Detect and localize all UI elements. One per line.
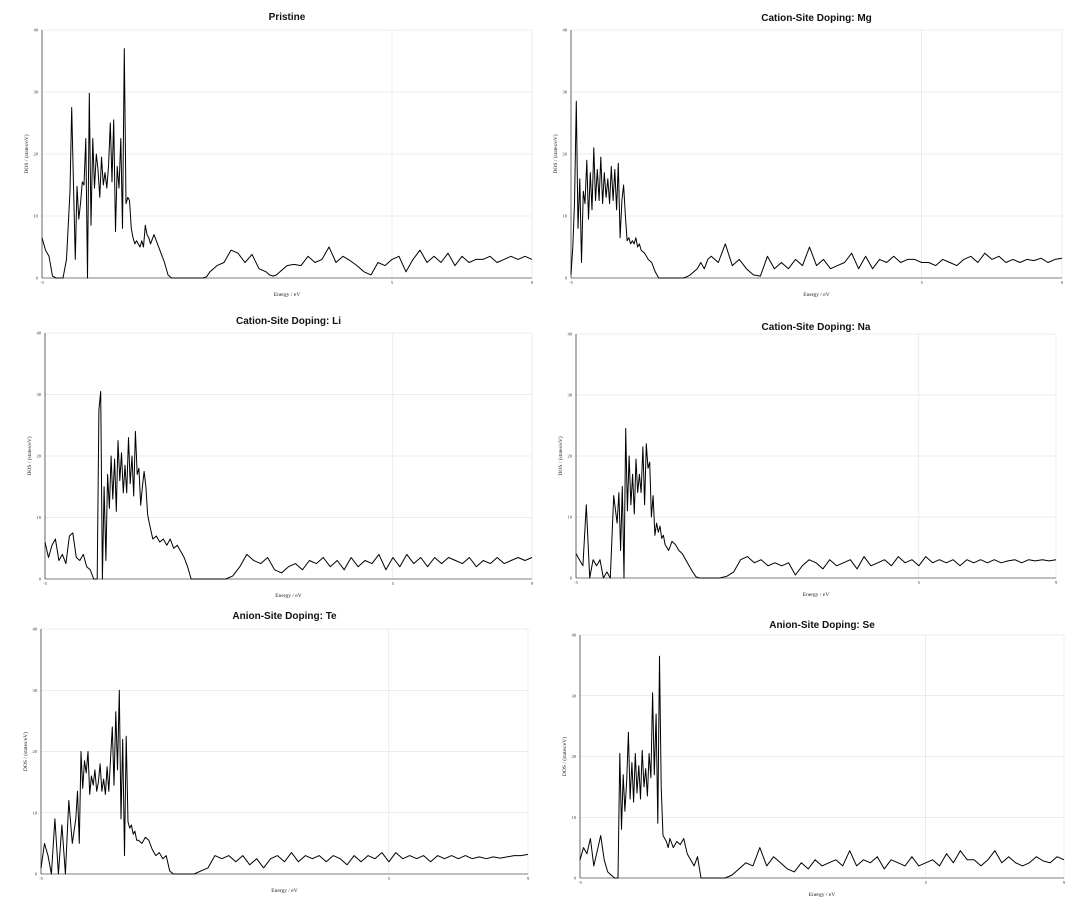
y-tick-label: 20 (563, 152, 568, 157)
y-tick-label: 20 (568, 454, 573, 459)
x-tick-label: -5 (43, 581, 47, 586)
panel-title: Anion-Site Doping: Se (769, 620, 875, 631)
dos-series-line (41, 48, 533, 279)
dos-panel-3: 0 10 20 30 40 -5 5 9 Energy / eV DOS / (states/eV… (26, 316, 534, 599)
y-tick-label: 30 (34, 90, 39, 95)
y-tick-label: 40 (563, 28, 568, 33)
y-tick-label: 0 (570, 576, 573, 581)
x-axis-label: Energy / eV (271, 888, 298, 894)
y-tick-label: 0 (36, 276, 39, 281)
y-tick-label: 40 (572, 633, 577, 638)
dos-series-line (44, 390, 533, 580)
dos-series-line (570, 100, 1063, 279)
y-tick-label: 40 (568, 332, 573, 337)
dos-panel-1: 0 10 20 30 40 -5 5 9 Energy / eV DOS / (states/eV… (23, 12, 534, 298)
y-tick-label: 30 (33, 688, 38, 693)
y-tick-label: 10 (568, 515, 573, 520)
x-tick-label: 9 (531, 581, 534, 586)
x-tick-label: 9 (531, 280, 534, 285)
y-tick-label: 10 (33, 810, 38, 815)
x-axis-label: Energy / eV (803, 592, 830, 598)
y-axis-label: DOS / (states/eV) (557, 436, 564, 475)
y-tick-label: 20 (34, 152, 39, 157)
y-tick-label: 10 (37, 515, 42, 520)
dos-panel-5: 0 10 20 30 40 -5 5 9 Energy / eV DOS / (states/eV… (22, 611, 530, 894)
y-axis-label: DOS / (states/eV) (552, 134, 559, 173)
y-tick-label: 30 (37, 392, 42, 397)
panel-title: Anion-Site Doping: Te (232, 611, 337, 622)
x-axis-label: Energy / eV (274, 292, 301, 298)
y-axis-label: DOS / (states/eV) (561, 737, 568, 776)
x-tick-label: -5 (569, 280, 573, 285)
y-tick-label: 10 (563, 214, 568, 219)
x-axis-label: Energy / eV (275, 593, 302, 599)
panel-title: Pristine (269, 12, 306, 23)
panel-title: Cation-Site Doping: Li (236, 316, 341, 327)
dos-panel-6: 0 10 20 30 40 -5 5 9 Energy / eV DOS / (states/eV… (561, 620, 1066, 898)
y-tick-label: 0 (565, 276, 568, 281)
y-tick-label: 30 (568, 393, 573, 398)
x-tick-label: 5 (388, 876, 391, 881)
y-tick-label: 10 (572, 815, 577, 820)
x-tick-label: 9 (527, 876, 530, 881)
y-tick-label: 30 (563, 90, 568, 95)
y-tick-label: 40 (34, 28, 39, 33)
y-axis-label: DOS / (states/eV) (26, 436, 33, 475)
x-axis-label: Energy / eV (803, 292, 830, 298)
x-tick-label: 5 (921, 280, 924, 285)
x-axis-label: Energy / eV (809, 892, 836, 898)
panel-title: Cation-Site Doping: Mg (761, 13, 872, 24)
y-tick-label: 20 (33, 749, 38, 754)
y-tick-label: 0 (574, 876, 577, 881)
x-tick-label: 5 (918, 580, 921, 585)
x-tick-label: 9 (1063, 880, 1066, 885)
x-tick-label: -5 (578, 880, 582, 885)
y-axis-label: DOS / (states/eV) (22, 732, 29, 771)
x-tick-label: -5 (39, 876, 43, 881)
x-tick-label: -5 (574, 580, 578, 585)
y-tick-label: 10 (34, 214, 39, 219)
y-axis-label: DOS / (states/eV) (23, 134, 30, 173)
y-tick-label: 40 (37, 331, 42, 336)
x-tick-label: 5 (391, 280, 394, 285)
y-tick-label: 20 (572, 754, 577, 759)
x-tick-label: 5 (392, 581, 395, 586)
dos-series-line (575, 428, 1057, 579)
y-tick-label: 40 (33, 627, 38, 632)
y-tick-label: 0 (35, 872, 38, 877)
dos-panel-2: 0 10 20 30 40 -5 5 9 Energy / eV DOS / (states/eV… (552, 13, 1064, 298)
x-tick-label: 9 (1061, 280, 1064, 285)
x-tick-label: -5 (40, 280, 44, 285)
panel-title: Cation-Site Doping: Na (762, 322, 871, 333)
y-tick-label: 0 (39, 577, 42, 582)
x-tick-label: 9 (1055, 580, 1058, 585)
dos-panel-4: 0 10 20 30 40 -5 5 9 Energy / eV DOS / (states/eV… (557, 322, 1058, 598)
dos-series-line (579, 655, 1065, 879)
y-tick-label: 20 (37, 454, 42, 459)
dos-series-line (40, 689, 529, 875)
x-tick-label: 5 (925, 880, 928, 885)
y-tick-label: 30 (572, 693, 577, 698)
